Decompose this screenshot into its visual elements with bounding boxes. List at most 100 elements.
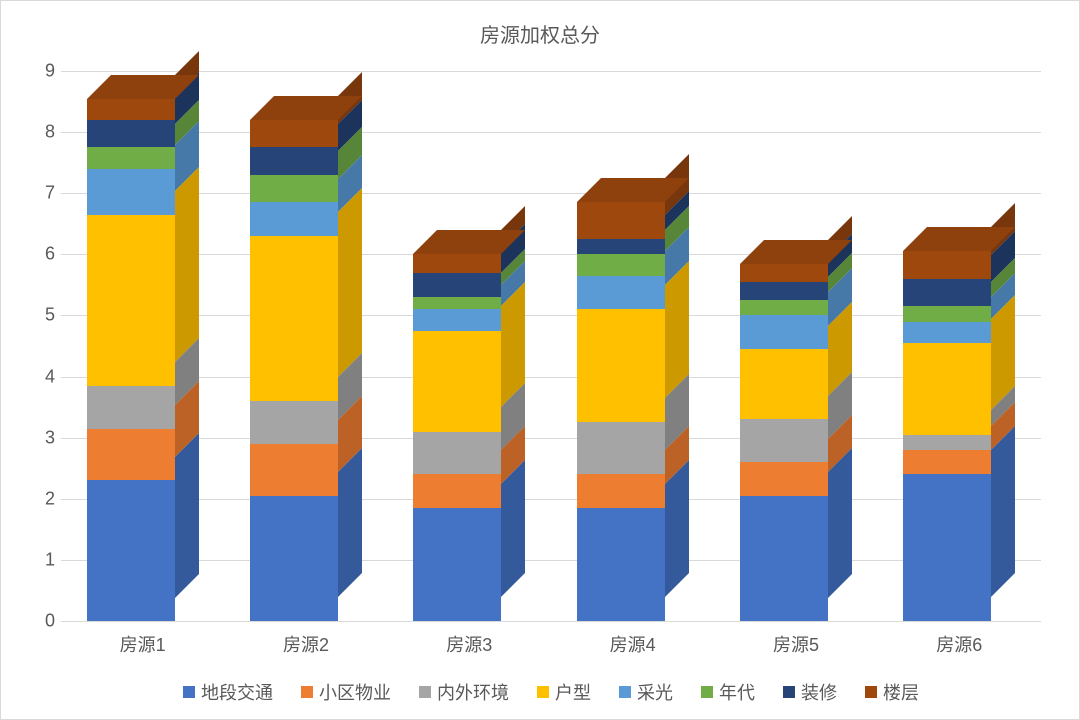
bar-group: 房源6 [903,71,1015,621]
bar-segment [87,147,175,168]
bar-segment [740,282,828,300]
bar-side-segment [338,448,362,597]
bar-segment [413,309,501,330]
legend-swatch [537,686,549,698]
xtick-label: 房源1 [120,631,166,657]
legend-item: 楼层 [865,679,919,705]
legend-item: 户型 [537,679,591,705]
ytick-label: 7 [31,183,55,204]
legend-label: 小区物业 [319,679,391,705]
bar-segment [903,251,991,279]
legend-item: 内外环境 [419,679,509,705]
bar-segment [740,462,828,496]
legend-label: 户型 [555,679,591,705]
bar-3d [903,227,1015,621]
bar-side-face [338,72,362,597]
legend-label: 装修 [801,679,837,705]
bar-side-face [828,216,852,598]
bar-segment [250,236,338,401]
bar-segment [87,429,175,481]
legend-item: 小区物业 [301,679,391,705]
legend-swatch [783,686,795,698]
chart-title: 房源加权总分 [1,19,1079,48]
ytick-label: 6 [31,244,55,265]
bar-segment [577,276,665,310]
legend-swatch [619,686,631,698]
xtick-label: 房源3 [446,631,492,657]
bar-segment [903,435,991,450]
bar-segment [903,343,991,435]
bar-segment [903,322,991,343]
bar-segment [250,120,338,148]
xtick-label: 房源4 [610,631,656,657]
legend-item: 采光 [619,679,673,705]
ytick-label: 0 [31,611,55,632]
bar-segment [740,419,828,462]
bar-front-face [87,99,175,622]
bar-side-segment [175,432,199,597]
legend-item: 年代 [701,679,755,705]
bar-segment [87,99,175,120]
legend-swatch [183,686,195,698]
bar-segment [250,496,338,621]
bar-segment [577,422,665,474]
legend-label: 内外环境 [437,679,509,705]
legend-label: 年代 [719,679,755,705]
ytick-label: 9 [31,61,55,82]
legend: 地段交通 小区物业 内外环境 户型 采光 年代 装修 楼层 [61,679,1041,705]
bar-segment [250,175,338,203]
bar-segment [740,315,828,349]
legend-label: 地段交通 [201,679,273,705]
bar-side-segment [665,460,689,597]
bar-segment [413,474,501,508]
bar-segment [250,444,338,496]
xtick-label: 房源2 [283,631,329,657]
bar-front-face [413,254,501,621]
bar-side-segment [175,167,199,362]
bar-group: 房源1 [87,71,199,621]
bar-segment [740,496,828,621]
bar-segment [577,239,665,254]
legend-item: 装修 [783,679,837,705]
bar-segment [87,215,175,386]
bar-segment [903,450,991,474]
bar-segment [740,349,828,419]
bar-side-face [665,154,689,597]
bar-side-face [501,206,525,597]
bar-3d [577,178,689,621]
bar-3d [413,230,525,621]
ytick-label: 2 [31,488,55,509]
legend-item: 地段交通 [183,679,273,705]
bar-segment [903,279,991,307]
bar-group: 房源5 [740,71,852,621]
legend-swatch [865,686,877,698]
bar-segment [740,300,828,315]
bar-3d [87,75,199,622]
bar-3d [740,240,852,622]
bar-segment [87,120,175,148]
legend-swatch [419,686,431,698]
bar-side-segment [338,188,362,377]
bar-side-face [991,203,1015,597]
legend-swatch [301,686,313,698]
bar-front-face [250,120,338,621]
bar-segment [903,306,991,321]
bar-group: 房源2 [250,71,362,621]
bar-segment [577,254,665,275]
bar-segment [87,480,175,621]
legend-swatch [701,686,713,698]
bar-segment [413,508,501,621]
ytick-label: 5 [31,305,55,326]
chart-container: 房源加权总分 0123456789 房源1房源2房源3房源4房源5房源6 地段交… [0,0,1080,720]
bar-segment [577,202,665,239]
legend-label: 楼层 [883,679,919,705]
bar-3d [250,96,362,621]
ytick-label: 1 [31,549,55,570]
bars-row: 房源1房源2房源3房源4房源5房源6 [61,71,1041,621]
bar-side-segment [828,448,852,597]
bar-side-face [175,51,199,598]
bar-segment [577,474,665,508]
bar-segment [413,297,501,309]
bar-side-segment [501,460,525,597]
ytick-label: 8 [31,122,55,143]
